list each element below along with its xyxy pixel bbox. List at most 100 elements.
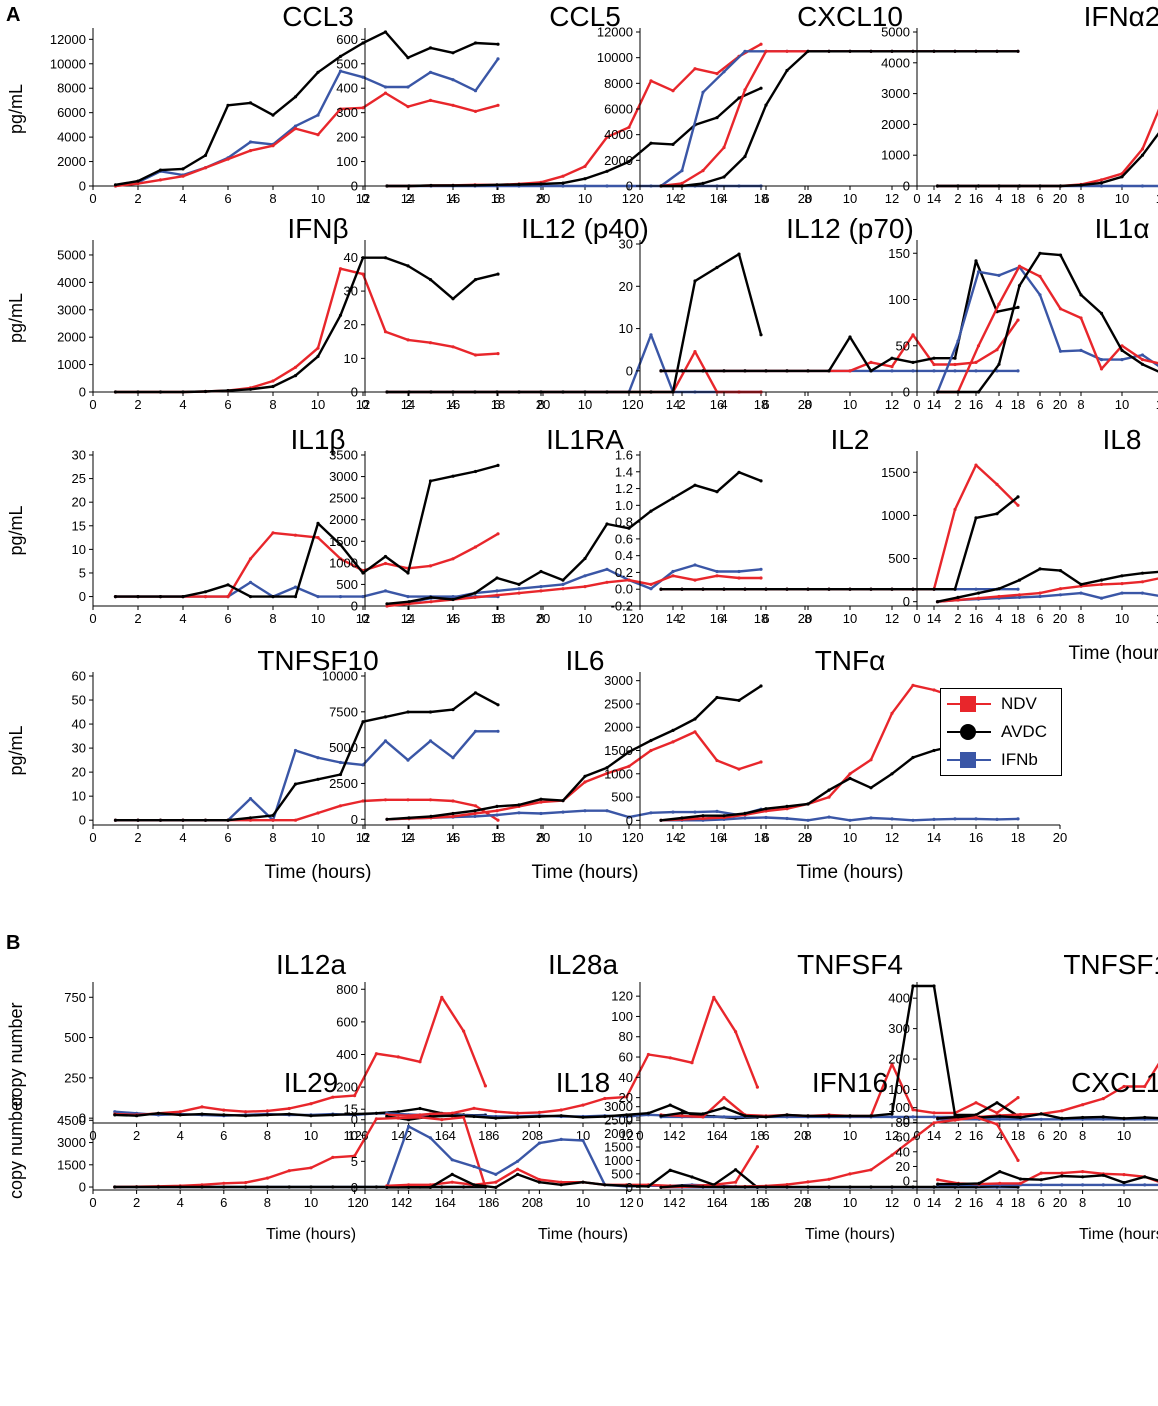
data-point-ndv — [646, 1052, 651, 1057]
series-line-ndv — [937, 265, 1158, 394]
x-tick-label: 4 — [720, 611, 727, 626]
data-point-ndv — [848, 369, 852, 373]
x-axis-label: Time (hours) — [805, 1226, 895, 1243]
data-point-avdc — [659, 369, 663, 373]
x-tick-label: 18 — [491, 830, 505, 845]
data-point-avdc — [848, 335, 852, 339]
data-point-avdc — [113, 183, 118, 187]
x-tick-label: 2 — [134, 191, 141, 206]
y-tick-label: 2000 — [604, 153, 633, 168]
data-point-avdc — [178, 1113, 182, 1117]
x-tick-label: 12 — [356, 830, 370, 845]
x-tick-label: 10 — [843, 1195, 857, 1210]
data-point-ndv — [383, 330, 388, 334]
data-point-ifnb — [583, 574, 587, 578]
data-point-avdc — [561, 390, 565, 394]
y-tick-label: 750 — [64, 990, 86, 1005]
data-point-avdc — [693, 483, 697, 487]
x-tick-label: 10 — [578, 830, 592, 845]
chart-title: IFNβ — [287, 213, 348, 244]
data-point-ndv — [722, 1096, 726, 1100]
x-tick-label: 0 — [636, 1195, 643, 1210]
data-point-ifnb — [715, 569, 719, 574]
data-point-ndv — [331, 1155, 335, 1159]
data-point-ndv — [671, 740, 675, 744]
data-point-ndv — [244, 1110, 248, 1114]
data-point-avdc — [827, 587, 831, 591]
y-tick-label: 1500 — [57, 1157, 86, 1172]
data-point-avdc — [1101, 1115, 1105, 1119]
y-tick-label: 20 — [72, 495, 86, 510]
y-tick-label: 40 — [344, 250, 358, 265]
data-point-ndv — [956, 598, 960, 602]
y-tick-label: 500 — [64, 1030, 86, 1045]
data-point-ndv — [1081, 1103, 1085, 1107]
data-point-avdc — [113, 1185, 117, 1189]
data-point-ndv — [383, 798, 388, 802]
data-point-ndv — [759, 760, 763, 764]
data-point-ndv — [516, 1111, 520, 1115]
data-point-ifnb — [361, 763, 365, 767]
data-point-ifnb — [911, 369, 915, 373]
y-tick-label: 12000 — [50, 32, 86, 47]
data-point-ndv — [316, 536, 320, 540]
data-point-ndv — [997, 594, 1001, 599]
data-point-avdc — [1060, 1116, 1064, 1120]
data-point-avdc — [581, 1180, 585, 1184]
x-tick-label: 20 — [798, 611, 812, 626]
series-line-ndv — [115, 531, 499, 598]
data-point-ndv — [428, 98, 433, 102]
y-tick-label: 0 — [79, 589, 86, 604]
data-point-ndv — [244, 1181, 248, 1185]
data-point-avdc — [827, 369, 831, 373]
data-point-avdc — [316, 354, 320, 358]
x-tick-label: 6 — [224, 611, 231, 626]
y-tick-label: 200 — [888, 1052, 910, 1067]
data-point-ifnb — [316, 113, 320, 117]
data-point-ndv — [605, 771, 609, 776]
data-point-ifnb — [561, 810, 565, 814]
x-tick-label: 10 — [578, 397, 592, 412]
data-point-ndv — [293, 533, 298, 537]
data-point-ndv — [203, 595, 208, 599]
x-tick-label: 14 — [401, 830, 415, 845]
x-tick-label: 2 — [954, 191, 961, 206]
data-point-ndv — [869, 360, 873, 364]
data-point-ifnb — [649, 811, 653, 815]
data-point-avdc — [248, 595, 253, 599]
x-tick-label: 6 — [762, 830, 769, 845]
data-point-avdc — [271, 384, 275, 389]
data-point-avdc — [759, 333, 763, 337]
data-point-avdc — [737, 96, 741, 100]
x-tick-label: 2 — [678, 611, 685, 626]
data-point-ndv — [473, 811, 477, 816]
data-point-ndv — [396, 1116, 400, 1120]
chart-title: IFN16 — [812, 1067, 888, 1098]
x-tick-label: 14 — [391, 1128, 405, 1143]
data-point-ndv — [911, 333, 915, 337]
data-point-ndv — [976, 344, 981, 348]
data-point-ndv — [583, 780, 587, 784]
data-point-ifnb — [1081, 1183, 1085, 1187]
x-tick-label: 4 — [179, 397, 186, 412]
data-point-avdc — [806, 802, 810, 806]
data-point-ifnb — [406, 758, 410, 762]
x-tick-label: 0 — [913, 1195, 920, 1210]
x-tick-label: 20 — [1053, 830, 1067, 845]
x-tick-label: 10 — [843, 1128, 857, 1143]
data-point-avdc — [976, 591, 981, 595]
x-tick-label: 4 — [996, 1128, 1003, 1143]
data-point-avdc — [759, 684, 763, 688]
series-line-ifnb — [386, 563, 762, 608]
y-tick-label: 10 — [344, 1128, 358, 1143]
data-point-avdc — [932, 356, 936, 360]
data-point-avdc — [374, 1111, 378, 1115]
data-point-ndv — [737, 576, 741, 580]
data-point-ndv — [953, 1118, 957, 1122]
x-tick-label: 10 — [578, 191, 592, 206]
y-tick-label: 400 — [336, 1047, 358, 1062]
y-tick-label: 0 — [351, 385, 358, 400]
data-point-avdc — [1018, 1115, 1023, 1120]
data-point-avdc — [244, 1185, 248, 1189]
